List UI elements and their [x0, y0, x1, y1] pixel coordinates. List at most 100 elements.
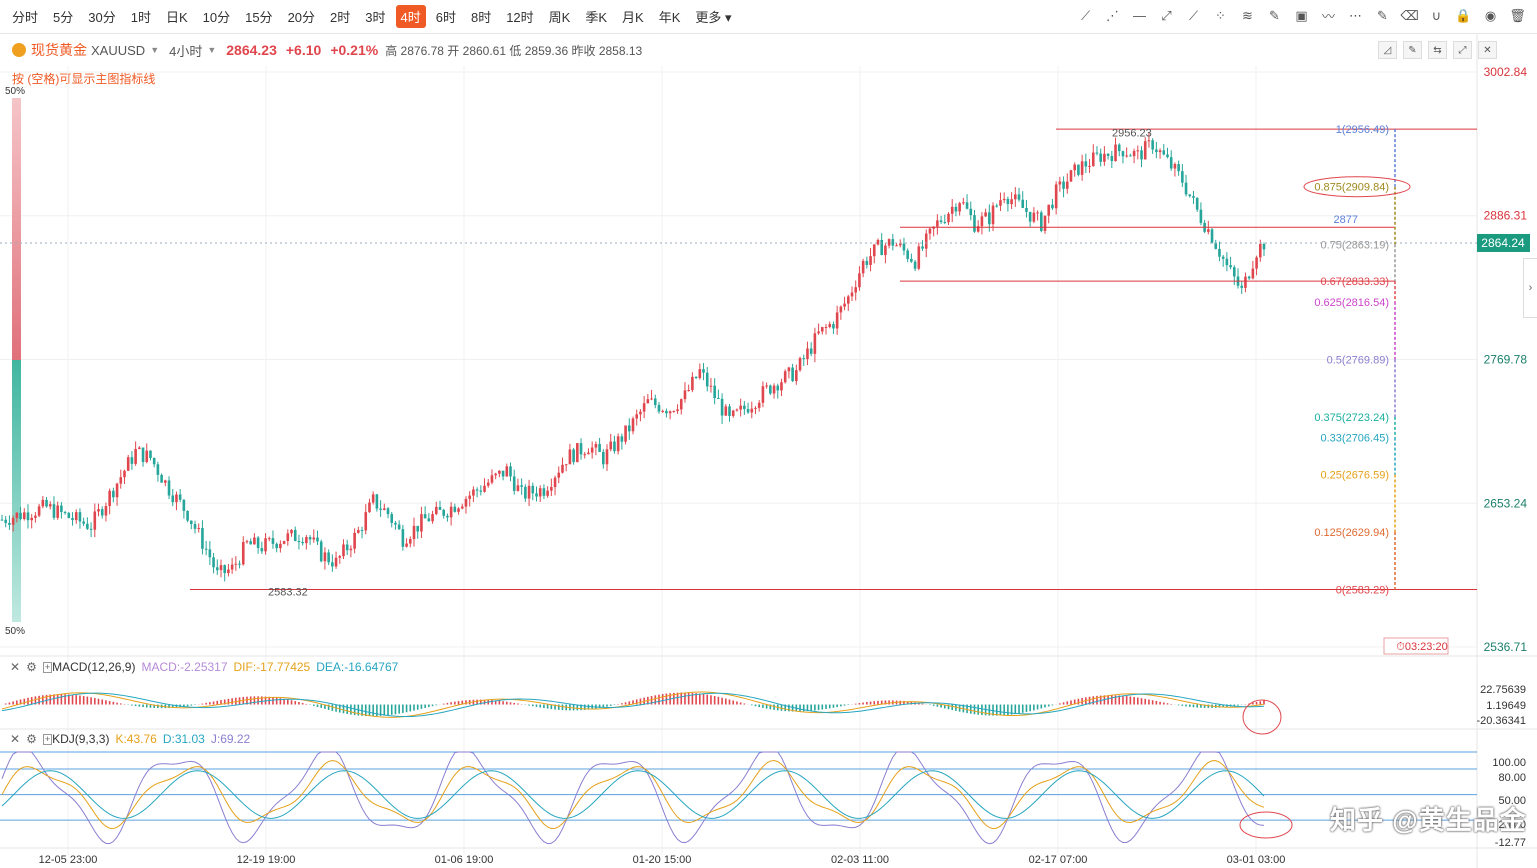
candle-body — [1143, 141, 1147, 160]
candle-body — [976, 226, 980, 232]
segment-icon[interactable]: ⤢ — [1161, 7, 1172, 23]
candle-body — [486, 482, 490, 486]
candle-body — [1058, 181, 1062, 185]
candle-body — [323, 552, 327, 562]
panel-buttons: ◿ ✎ ⇆ ⤢ ✕ — [1378, 41, 1497, 59]
time-tick: 12-05 23:00 — [39, 854, 98, 866]
candle-body — [806, 348, 809, 360]
candle-body — [1132, 151, 1136, 157]
period-4[interactable]: 日K — [165, 10, 188, 25]
period-17[interactable]: 年K — [658, 10, 681, 25]
candle-body — [472, 489, 475, 496]
parallel-line-icon[interactable]: ⟋ — [1188, 7, 1199, 23]
period-10[interactable]: 4时 — [395, 5, 426, 28]
settings-icon[interactable]: ⚙ — [26, 660, 37, 674]
close-icon[interactable]: ✕ — [10, 732, 21, 746]
candle-body — [364, 512, 368, 531]
candle-body — [1155, 149, 1158, 153]
k-line — [1, 760, 1265, 830]
image-icon[interactable]: ▣ — [1295, 7, 1308, 23]
period-14[interactable]: 周K — [548, 10, 571, 25]
candle-body — [241, 541, 245, 565]
candle-body — [78, 512, 82, 522]
close-icon[interactable]: ✕ — [1478, 41, 1497, 59]
high-label: 高 — [385, 43, 398, 58]
note-icon[interactable]: ✎ — [1377, 7, 1388, 23]
trend-line-icon[interactable]: ⟋ — [1080, 7, 1091, 23]
horizontal-line-icon[interactable]: — — [1133, 8, 1146, 23]
fullscreen-icon[interactable]: ⤢ — [1453, 41, 1472, 59]
candle-body — [383, 508, 386, 510]
chevron-down-icon[interactable]: ▼ — [150, 45, 160, 55]
candle-body — [1002, 198, 1006, 201]
candle-body — [245, 541, 249, 543]
period-11[interactable]: 6时 — [435, 10, 456, 25]
time-axis: 12-05 23:00 12-19 19:00 01-06 19:00 01-20 1… — [39, 854, 1286, 866]
brush-icon[interactable]: ✎ — [1269, 7, 1280, 23]
candle-body — [219, 565, 223, 571]
more-dots-icon[interactable]: ⋯ — [1349, 7, 1362, 23]
compare-icon[interactable]: ⇆ — [1428, 41, 1447, 59]
countdown: ⏱03:23:20 — [1396, 641, 1447, 653]
fan-icon[interactable]: ≋ — [1242, 7, 1253, 23]
candle-body — [97, 509, 100, 512]
wave-icon[interactable]: 〰 — [1321, 9, 1335, 24]
chart-type-icon[interactable]: ◿ — [1378, 41, 1397, 59]
period-16[interactable]: 月K — [622, 10, 644, 25]
period-5[interactable]: 10分 — [202, 10, 231, 25]
settings-icon[interactable]: ⚙ — [26, 732, 37, 746]
expand-icon[interactable]: + — [42, 661, 53, 673]
candle-body — [457, 508, 460, 512]
period-7[interactable]: 20分 — [287, 10, 316, 25]
fib-label: 0.67(2833.33) — [1321, 276, 1390, 288]
chevron-right-icon[interactable]: › — [1523, 258, 1537, 318]
period-12[interactable]: 8时 — [470, 10, 492, 25]
period-3[interactable]: 1时 — [130, 10, 151, 25]
dif-line — [1, 691, 1265, 718]
eye-icon[interactable]: ◉ — [1484, 7, 1497, 23]
candle-body — [182, 499, 186, 511]
candle-body — [1233, 267, 1236, 277]
low-label: 低 — [509, 43, 522, 58]
candle-body — [705, 372, 709, 387]
candle-body — [301, 542, 304, 544]
period-1[interactable]: 5分 — [53, 10, 74, 25]
ray-line-icon[interactable]: ⋰ — [1106, 7, 1119, 23]
eraser-icon[interactable]: ⌫ — [1400, 7, 1419, 23]
symbol-name[interactable]: 现货黄金 — [31, 42, 87, 58]
period-15[interactable]: 季K — [585, 10, 608, 25]
symbol-code[interactable]: XAUUSD — [91, 42, 146, 58]
candle-body — [590, 447, 594, 453]
candle-body — [104, 506, 108, 516]
fibonacci-icon[interactable]: ⁘ — [1215, 7, 1226, 23]
candle-body — [223, 565, 227, 574]
period-18[interactable]: 更多 ▾ — [695, 10, 732, 25]
period-13[interactable]: 12时 — [506, 10, 534, 25]
candle-body — [249, 541, 252, 545]
edit-icon[interactable]: ✎ — [1403, 41, 1422, 59]
candle-body — [26, 512, 30, 521]
candle-body — [230, 564, 234, 570]
period-9[interactable]: 3时 — [365, 10, 386, 25]
candle-body — [1158, 150, 1162, 153]
magnet-icon[interactable]: ∪ — [1431, 7, 1442, 23]
fib-label: 0.5(2769.89) — [1327, 354, 1389, 366]
chevron-down-icon[interactable]: ▼ — [207, 45, 217, 55]
kdj-pane: 100.00 80.00 50.00 20.00 -12.77 — [0, 751, 1526, 849]
candle-body — [1136, 150, 1140, 152]
period-6[interactable]: 15分 — [245, 10, 273, 25]
candle-body — [969, 208, 973, 216]
candle-body — [1095, 152, 1099, 154]
period-8[interactable]: 2时 — [330, 10, 351, 25]
expand-icon[interactable]: + — [42, 733, 53, 745]
interval-select[interactable]: 4小时 — [169, 43, 203, 59]
candle-body — [1147, 140, 1151, 142]
close-icon[interactable]: ✕ — [10, 660, 21, 674]
trash-icon[interactable]: 🗑 — [1509, 7, 1526, 23]
candle-body — [605, 449, 609, 465]
period-2[interactable]: 30分 — [88, 10, 116, 25]
period-0[interactable]: 分时 — [12, 10, 39, 25]
lock-icon[interactable]: 🔒 — [1455, 7, 1472, 23]
candle-body — [316, 537, 319, 542]
